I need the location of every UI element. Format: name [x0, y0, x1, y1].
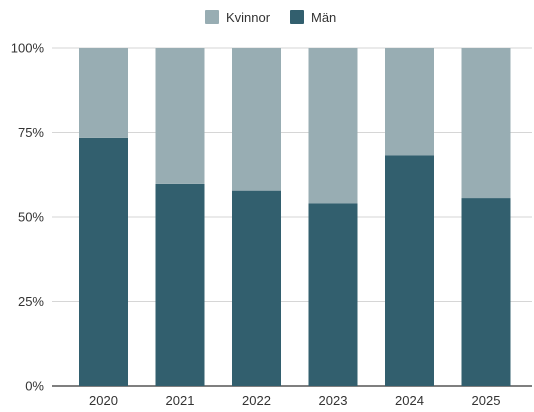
- y-tick-label: 75%: [18, 125, 44, 140]
- y-tick-label: 25%: [18, 294, 44, 309]
- y-tick-label: 100%: [11, 41, 45, 56]
- x-tick-label: 2021: [166, 393, 195, 407]
- legend-label: Kvinnor: [226, 10, 271, 25]
- x-tick-label: 2024: [395, 393, 424, 407]
- gridlines: [52, 47, 532, 387]
- y-tick-label: 50%: [18, 210, 44, 225]
- bar-man-2024: [385, 155, 434, 386]
- bar-kvinnor-2025: [461, 48, 511, 199]
- x-tick-label: 2020: [89, 393, 118, 407]
- bar-man-2022: [232, 190, 281, 386]
- y-axis: 0% 25% 50% 75% 100%: [11, 41, 45, 394]
- bar-man-2020: [79, 137, 128, 386]
- bar-man-2023: [308, 203, 358, 386]
- bar-man-2025: [461, 198, 511, 386]
- x-tick-label: 2023: [319, 393, 348, 407]
- x-axis: 2020 2021 2022 2023 2024 2025: [89, 393, 501, 408]
- x-tick-label: 2022: [242, 393, 271, 407]
- bar-kvinnor-2022: [232, 48, 281, 191]
- bars: [79, 48, 511, 386]
- bar-kvinnor-2021: [155, 48, 205, 184]
- bar-kvinnor-2024: [385, 48, 434, 156]
- legend: Kvinnor Män: [205, 10, 336, 25]
- legend-label: Män: [311, 10, 336, 25]
- legend-swatch: [205, 10, 219, 24]
- legend-swatch: [290, 10, 304, 24]
- bar-man-2021: [155, 183, 205, 386]
- bar-kvinnor-2020: [79, 48, 128, 138]
- x-tick-label: 2025: [472, 393, 501, 407]
- bar-kvinnor-2023: [308, 48, 358, 204]
- y-tick-label: 0%: [25, 379, 44, 394]
